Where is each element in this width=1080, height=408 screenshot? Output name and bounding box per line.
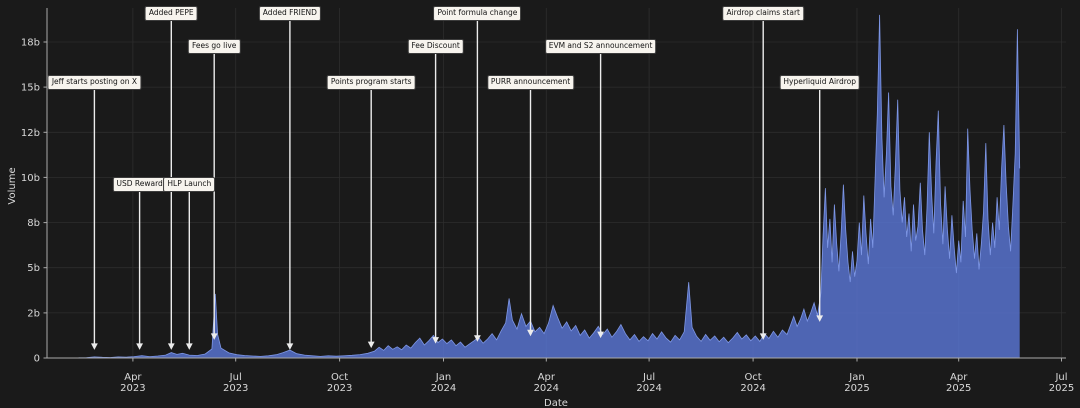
- x-tick-label: Jul: [642, 372, 655, 383]
- y-axis-label: Volume: [7, 167, 18, 204]
- annotation-arrowhead: [474, 335, 481, 342]
- annotation-arrowhead: [597, 331, 604, 339]
- x-axis-ticks: Apr2023Jul2023Oct2023Jan2024Apr2024Jul20…: [120, 358, 1074, 394]
- x-tick-label: Jul: [229, 372, 242, 383]
- annotation-arrowhead: [527, 329, 534, 337]
- y-tick-label: 2b: [27, 308, 40, 319]
- annotation-arrowhead: [91, 343, 98, 350]
- x-axis-label: Date: [544, 398, 568, 408]
- y-tick-label: 8b: [27, 218, 40, 229]
- x-tick-label: Oct: [331, 372, 348, 383]
- x-tick-label: Oct: [744, 372, 761, 383]
- x-tick-label-year: 2025: [946, 383, 971, 394]
- x-tick-label-year: 2025: [844, 383, 869, 394]
- annotation-arrows: [91, 20, 824, 350]
- x-tick-label-year: 2023: [120, 383, 145, 394]
- y-tick-label: 0: [34, 354, 40, 365]
- x-tick-label-year: 2024: [431, 383, 456, 394]
- axes: [46, 8, 1066, 359]
- annotation-arrowhead: [185, 343, 193, 350]
- annotation-arrowhead: [816, 315, 824, 322]
- x-tick-label: Jan: [435, 372, 451, 383]
- x-tick-label: Apr: [124, 372, 142, 383]
- annotation-arrowhead: [136, 343, 143, 350]
- x-tick-label: Jul: [1054, 372, 1067, 383]
- x-tick-label: Apr: [538, 372, 556, 383]
- x-tick-label-year: 2023: [327, 383, 352, 394]
- x-tick-label-year: 2023: [223, 383, 248, 394]
- x-tick-label: Jan: [848, 372, 864, 383]
- annotation-arrowhead: [432, 337, 439, 344]
- x-tick-label-year: 2024: [636, 383, 661, 394]
- y-axis-ticks: 0 2b 5b 8b 10b 12b 15b 18b: [21, 38, 47, 365]
- y-tick-label: 12b: [21, 128, 40, 139]
- volume-line: [78, 14, 1021, 359]
- y-tick-label: 10b: [21, 173, 40, 184]
- volume-area-series: [78, 14, 1021, 359]
- annotation-arrowhead: [759, 333, 767, 340]
- annotation-arrowhead: [167, 343, 175, 350]
- x-tick-label-year: 2025: [1049, 383, 1074, 394]
- x-tick-label: Apr: [950, 372, 968, 383]
- volume-area-fill: [78, 14, 1020, 359]
- annotation-arrowhead: [210, 333, 218, 340]
- x-tick-label-year: 2024: [740, 383, 765, 394]
- annotation-arrowhead: [367, 341, 375, 349]
- annotation-arrowhead: [286, 343, 294, 350]
- y-tick-label: 5b: [27, 263, 40, 274]
- y-tick-label: 15b: [21, 83, 40, 94]
- x-tick-label-year: 2024: [534, 383, 559, 394]
- y-tick-label: 18b: [21, 38, 40, 49]
